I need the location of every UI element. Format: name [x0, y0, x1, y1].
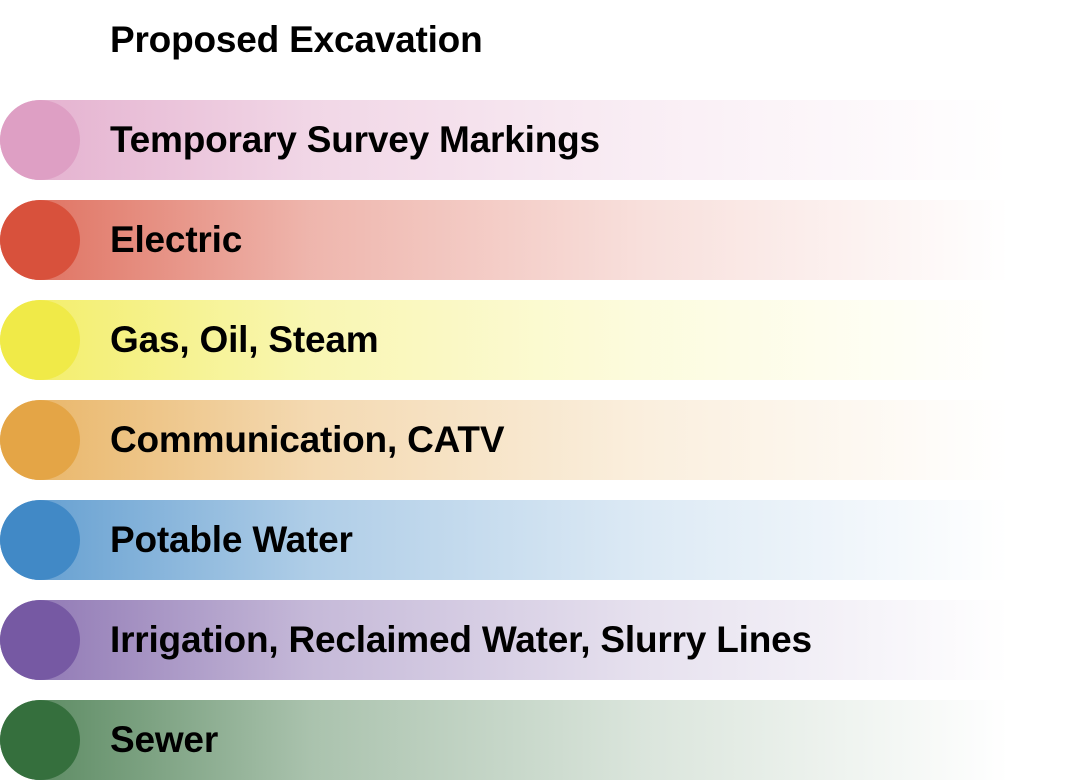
color-gradient-bar: [0, 300, 1040, 380]
color-gradient-bar: [0, 500, 1040, 580]
legend-item-sewer: Sewer: [0, 700, 1040, 780]
color-gradient-bar: [0, 400, 1040, 480]
legend-item-proposed-excavation: Proposed Excavation: [0, 0, 1040, 80]
color-gradient-bar: [0, 100, 1040, 180]
color-swatch: [0, 500, 80, 580]
legend-item-irrigation-reclaimed-water-slurry-lines: Irrigation, Reclaimed Water, Slurry Line…: [0, 600, 1040, 680]
legend-item-gas-oil-steam: Gas, Oil, Steam: [0, 300, 1040, 380]
color-swatch: [0, 100, 80, 180]
legend-item-label: Irrigation, Reclaimed Water, Slurry Line…: [110, 619, 812, 660]
color-gradient-bar: [0, 600, 1040, 680]
legend-item-electric: Electric: [0, 200, 1040, 280]
legend-item-label: Gas, Oil, Steam: [110, 319, 379, 360]
color-gradient-bar: [0, 200, 1040, 280]
legend-item-temporary-survey-markings: Temporary Survey Markings: [0, 100, 1040, 180]
color-swatch: [0, 400, 80, 480]
legend-item-label: Communication, CATV: [110, 419, 505, 460]
color-swatch: [0, 600, 80, 680]
color-swatch: [0, 700, 80, 780]
legend-item-label: Electric: [110, 219, 243, 260]
legend-item-label: Proposed Excavation: [110, 19, 483, 60]
legend-item-communication-catv: Communication, CATV: [0, 400, 1040, 480]
legend-item-label: Temporary Survey Markings: [110, 119, 600, 160]
color-gradient-bar: [0, 700, 1040, 780]
color-swatch: [0, 200, 80, 280]
legend-item-potable-water: Potable Water: [0, 500, 1040, 580]
legend-item-label: Sewer: [110, 719, 219, 760]
legend-item-label: Potable Water: [110, 519, 353, 560]
color-swatch: [0, 300, 80, 380]
